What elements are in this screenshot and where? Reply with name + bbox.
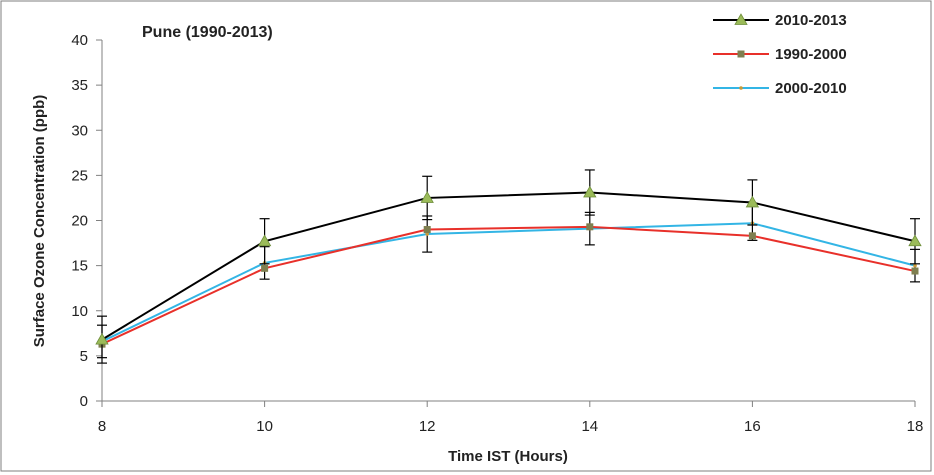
data-point	[261, 264, 269, 272]
legend-marker	[737, 50, 745, 58]
y-tick-label: 25	[71, 167, 88, 184]
data-point	[423, 226, 431, 234]
y-axis-title: Surface Ozone Concentration (ppb)	[31, 95, 48, 348]
y-tick-label: 15	[71, 258, 88, 275]
legend-label: 1990-2000	[775, 46, 847, 63]
x-tick-label: 12	[419, 418, 436, 435]
series-2010-2013	[95, 169, 922, 364]
series-line-1990-2000	[101, 225, 916, 346]
x-tick-label: 18	[907, 418, 924, 435]
data-point	[913, 263, 917, 268]
x-tick-label: 14	[581, 418, 598, 435]
data-point	[586, 223, 594, 231]
x-tick-label: 10	[256, 418, 273, 435]
legend-item-2000-2010: 2000-2010	[713, 80, 847, 97]
legend-item-1990-2000: 1990-2000	[713, 46, 847, 63]
y-tick-label: 10	[71, 303, 88, 320]
y-tick-label: 20	[71, 213, 88, 230]
series-line-2000-2010	[101, 222, 916, 343]
data-point	[583, 185, 597, 198]
data-point	[420, 191, 434, 203]
legend-marker	[734, 13, 748, 25]
data-point	[748, 232, 756, 240]
legend: 2010-2013 1990-2000 2000-2010	[713, 12, 847, 97]
data-point	[425, 232, 430, 236]
legend-label: 2000-2010	[775, 80, 847, 97]
y-tick-label: 30	[71, 122, 88, 139]
data-point	[908, 234, 922, 247]
data-point	[745, 195, 760, 208]
legend-item-2010-2013: 2010-2013	[713, 12, 847, 29]
data-point	[257, 234, 272, 247]
x-tick-label: 16	[744, 418, 761, 435]
legend-marker	[739, 86, 743, 90]
data-point	[911, 267, 919, 275]
y-tick-label: 0	[80, 393, 88, 410]
x-tick-label: 8	[98, 418, 106, 435]
x-axis-title: Time IST (Hours)	[448, 448, 568, 465]
series-group	[95, 169, 922, 364]
chart-title: Pune (1990-2013)	[142, 24, 273, 41]
y-tick-label: 5	[80, 348, 88, 365]
legend-label: 2010-2013	[775, 12, 847, 29]
series-line-2010-2013	[101, 191, 916, 341]
y-tick-label: 40	[71, 32, 88, 49]
y-tick-label: 35	[71, 77, 88, 94]
data-point	[95, 332, 109, 345]
